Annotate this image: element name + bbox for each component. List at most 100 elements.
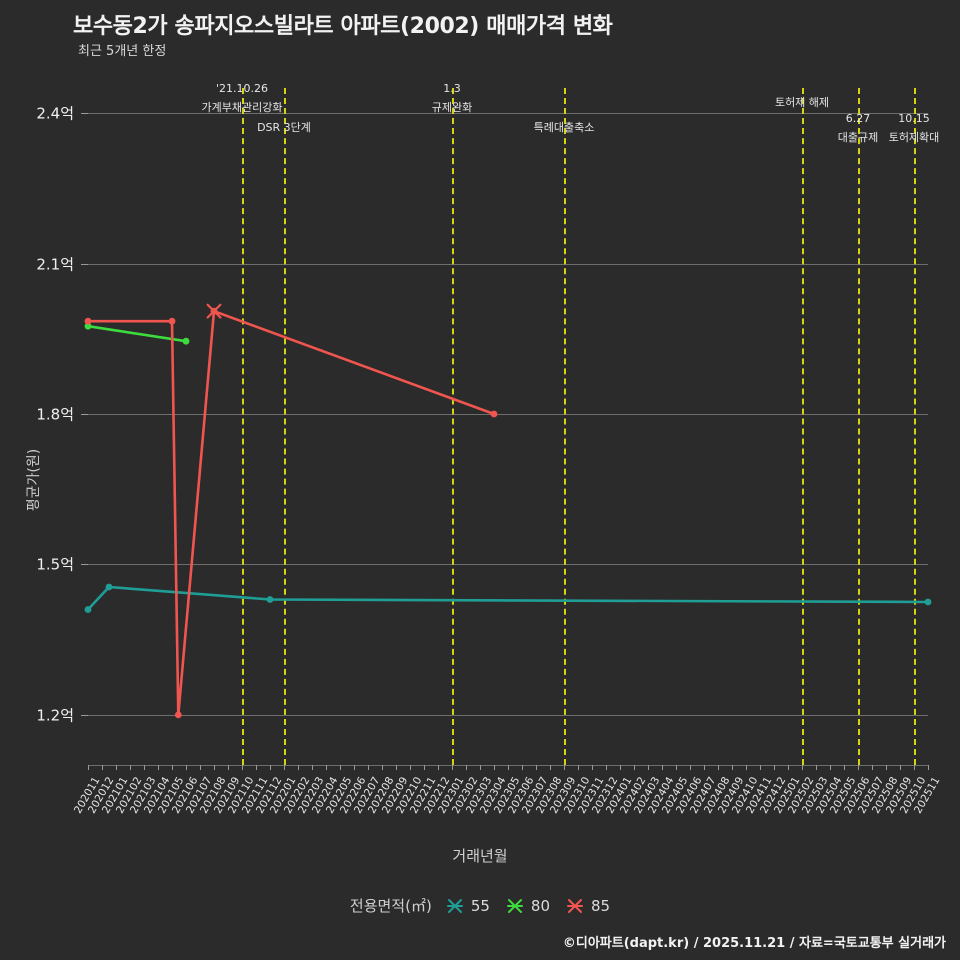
series-line <box>86 324 188 343</box>
x-tick-mark <box>312 765 313 770</box>
x-tick-mark <box>914 765 915 770</box>
x-tick-mark <box>172 765 173 770</box>
x-tick-mark <box>452 765 453 770</box>
legend-item-85[interactable]: 85 <box>566 897 610 915</box>
x-tick-mark <box>466 765 467 770</box>
data-point <box>168 317 176 325</box>
data-point <box>924 598 932 606</box>
event-line <box>284 88 286 765</box>
gridline <box>88 564 928 566</box>
asterisk-icon <box>566 897 584 915</box>
legend-item-55[interactable]: 55 <box>446 897 490 915</box>
x-tick-mark <box>690 765 691 770</box>
x-tick-mark <box>340 765 341 770</box>
y-tick-mark <box>81 263 88 265</box>
event-text-label: 토허제 해제 <box>774 96 830 109</box>
x-tick-mark <box>774 765 775 770</box>
data-point <box>210 307 218 315</box>
event-line <box>452 88 454 765</box>
x-tick-mark <box>578 765 579 770</box>
x-tick-mark <box>732 765 733 770</box>
gridline <box>88 263 928 265</box>
x-tick-mark <box>410 765 411 770</box>
x-tick-mark <box>368 765 369 770</box>
x-tick-mark <box>676 765 677 770</box>
x-tick-mark <box>634 765 635 770</box>
event-line <box>858 88 860 765</box>
x-tick-mark <box>396 765 397 770</box>
x-axis-title: 거래년월 <box>452 847 508 865</box>
y-tick-mark <box>81 113 88 115</box>
x-tick-mark <box>788 765 789 770</box>
event-line <box>802 88 804 765</box>
y-axis-title: 평균가(원) <box>26 448 43 512</box>
gridline <box>88 714 928 716</box>
data-point <box>182 337 190 345</box>
y-tick-mark <box>81 714 88 716</box>
chart-footer: ©디아파트(dapt.kr) / 2025.11.21 / 자료=국토교통부 실… <box>562 936 946 951</box>
legend-label: 55 <box>470 896 490 915</box>
event-line <box>242 88 244 765</box>
x-tick-mark <box>886 765 887 770</box>
chart-subtitle: 최근 5개년 한정 <box>78 44 167 59</box>
x-tick-mark <box>508 765 509 770</box>
x-tick-mark <box>536 765 537 770</box>
gridline <box>88 413 928 415</box>
event-date-label: 1.3 <box>443 82 461 95</box>
x-tick-mark <box>228 765 229 770</box>
peak-marker <box>206 303 222 319</box>
x-tick-mark <box>354 765 355 770</box>
y-tick-mark <box>81 564 88 566</box>
x-tick-mark <box>802 765 803 770</box>
legend-label: 85 <box>591 896 611 915</box>
y-tick-label: 1.2억 <box>36 706 74 725</box>
x-tick-mark <box>200 765 201 770</box>
event-text-label: 대출규제 <box>837 131 879 144</box>
peak-marker <box>206 303 222 319</box>
data-point <box>84 322 92 330</box>
x-tick-mark <box>606 765 607 770</box>
x-tick-mark <box>718 765 719 770</box>
x-tick-mark <box>298 765 299 770</box>
x-tick-mark <box>592 765 593 770</box>
x-tick-mark <box>494 765 495 770</box>
x-tick-mark <box>858 765 859 770</box>
x-tick-mark <box>186 765 187 770</box>
data-point <box>84 317 92 325</box>
x-tick-mark <box>746 765 747 770</box>
x-tick-mark <box>844 765 845 770</box>
x-tick-mark <box>816 765 817 770</box>
x-tick-mark <box>158 765 159 770</box>
asterisk-icon <box>506 897 524 915</box>
x-tick-mark <box>564 765 565 770</box>
x-tick-mark <box>144 765 145 770</box>
series-line <box>86 309 496 717</box>
data-point <box>266 596 274 603</box>
event-text-label: 특례대출축소 <box>533 121 595 134</box>
event-date-label: '21.10.26 <box>215 82 269 95</box>
x-tick-mark <box>522 765 523 770</box>
x-tick-mark <box>424 765 425 770</box>
event-date-label: 6.27 <box>845 112 871 125</box>
x-tick-mark <box>928 765 929 770</box>
x-tick-mark <box>662 765 663 770</box>
gridline <box>88 113 928 115</box>
y-tick-label: 2.4억 <box>36 104 74 123</box>
x-tick-mark <box>648 765 649 770</box>
x-tick-mark <box>270 765 271 770</box>
x-tick-mark <box>704 765 705 770</box>
chart-legend: 전용면적(㎡) 55 80 85 <box>0 895 960 916</box>
y-tick-label: 1.8억 <box>36 405 74 424</box>
event-line <box>564 88 566 765</box>
data-point <box>105 583 113 591</box>
x-tick-mark <box>214 765 215 770</box>
event-text-label: 규제완화 <box>431 101 473 114</box>
event-text-label: DSR 3단계 <box>257 121 311 134</box>
x-tick-mark <box>326 765 327 770</box>
event-date-label: 10.15 <box>898 112 930 125</box>
x-tick-mark <box>480 765 481 770</box>
x-tick-mark <box>284 765 285 770</box>
x-tick-mark <box>88 765 89 770</box>
x-tick-mark <box>130 765 131 770</box>
legend-item-80[interactable]: 80 <box>506 897 550 915</box>
